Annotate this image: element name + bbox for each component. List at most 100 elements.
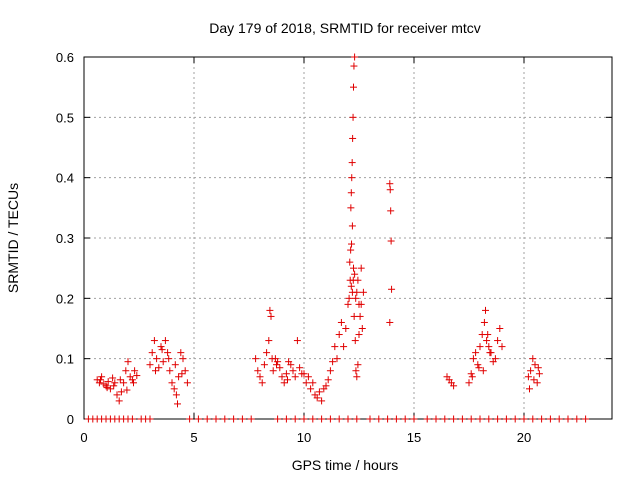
data-point — [170, 385, 178, 393]
y-tick-label: 0.3 — [56, 231, 74, 246]
data-point — [573, 415, 581, 423]
data-point — [148, 349, 156, 357]
data-point — [329, 358, 337, 366]
data-point — [158, 346, 166, 354]
data-point — [432, 415, 440, 423]
data-point — [494, 415, 502, 423]
data-point — [345, 294, 353, 302]
data-point — [546, 415, 554, 423]
data-point — [130, 379, 137, 387]
data-point — [348, 159, 356, 167]
data-point — [479, 367, 487, 375]
data-point — [350, 83, 357, 91]
data-point — [348, 174, 356, 182]
data-point — [555, 415, 563, 423]
data-point — [177, 349, 185, 357]
data-point — [254, 367, 262, 375]
chart-title: Day 179 of 2018, SRMTID for receiver mtc… — [209, 20, 481, 36]
y-tick-label: 0.2 — [56, 291, 74, 306]
data-point — [564, 415, 572, 423]
data-point — [344, 415, 352, 423]
data-point — [280, 379, 288, 387]
data-point — [353, 415, 361, 423]
data-point — [128, 415, 136, 423]
data-point — [410, 415, 418, 423]
data-point — [266, 306, 274, 314]
data-point — [527, 367, 535, 375]
data-point — [474, 361, 482, 369]
data-point — [472, 349, 480, 357]
data-point — [351, 53, 359, 61]
data-point — [392, 415, 400, 423]
data-point — [302, 379, 310, 387]
data-point — [230, 415, 238, 423]
data-point — [300, 415, 308, 423]
data-point — [450, 415, 458, 423]
data-point — [104, 378, 112, 386]
x-tick-label: 20 — [517, 430, 531, 445]
data-point — [511, 415, 519, 423]
data-point — [326, 367, 334, 375]
data-point — [133, 372, 141, 380]
data-point — [269, 367, 277, 375]
data-point — [350, 62, 358, 70]
data-point — [458, 415, 466, 423]
data-point — [181, 367, 189, 375]
data-point — [465, 379, 473, 387]
data-point — [351, 270, 359, 278]
data-point — [122, 367, 130, 375]
data-point — [498, 343, 506, 351]
data-point — [166, 367, 174, 375]
data-point — [128, 376, 136, 384]
data-point — [352, 367, 360, 375]
data-point — [267, 312, 275, 320]
data-point — [354, 361, 362, 369]
data-point — [359, 288, 367, 296]
y-tick-label: 0.1 — [56, 352, 74, 367]
data-point — [265, 337, 273, 345]
data-point — [344, 300, 352, 308]
y-axis-label: SRMTID / TECUs — [5, 183, 21, 293]
data-point — [476, 343, 484, 351]
data-point — [357, 300, 365, 308]
data-point — [384, 415, 392, 423]
y-tick-label: 0.4 — [56, 171, 74, 186]
data-point — [502, 415, 510, 423]
data-point — [358, 325, 366, 332]
data-point — [178, 370, 186, 378]
data-point — [146, 415, 154, 423]
data-point — [340, 343, 348, 351]
data-point — [146, 361, 154, 369]
data-point — [247, 415, 255, 423]
x-tick-label: 10 — [297, 430, 311, 445]
data-point — [353, 288, 361, 296]
y-tick-label: 0.6 — [56, 50, 74, 65]
data-point — [123, 386, 131, 394]
data-point — [120, 379, 128, 387]
data-point — [483, 337, 491, 345]
data-point — [212, 415, 220, 423]
data-point — [175, 373, 183, 381]
data-point — [268, 355, 276, 363]
data-point — [115, 397, 123, 405]
data-point — [318, 397, 326, 405]
data-point — [106, 385, 114, 393]
data-point — [274, 415, 282, 423]
data-point — [496, 325, 504, 332]
data-point — [485, 415, 493, 423]
data-point — [324, 376, 332, 384]
data-point — [347, 189, 355, 197]
data-point — [282, 415, 290, 423]
data-point — [103, 384, 111, 392]
data-point — [287, 361, 295, 369]
data-point — [386, 180, 394, 188]
data-point — [194, 415, 202, 423]
data-point — [529, 355, 537, 363]
data-point — [480, 318, 488, 326]
data-point — [124, 358, 132, 366]
data-point — [476, 415, 484, 423]
data-point — [284, 376, 291, 384]
data-point — [304, 373, 312, 381]
x-tick-label: 0 — [80, 430, 87, 445]
data-point — [335, 331, 343, 339]
